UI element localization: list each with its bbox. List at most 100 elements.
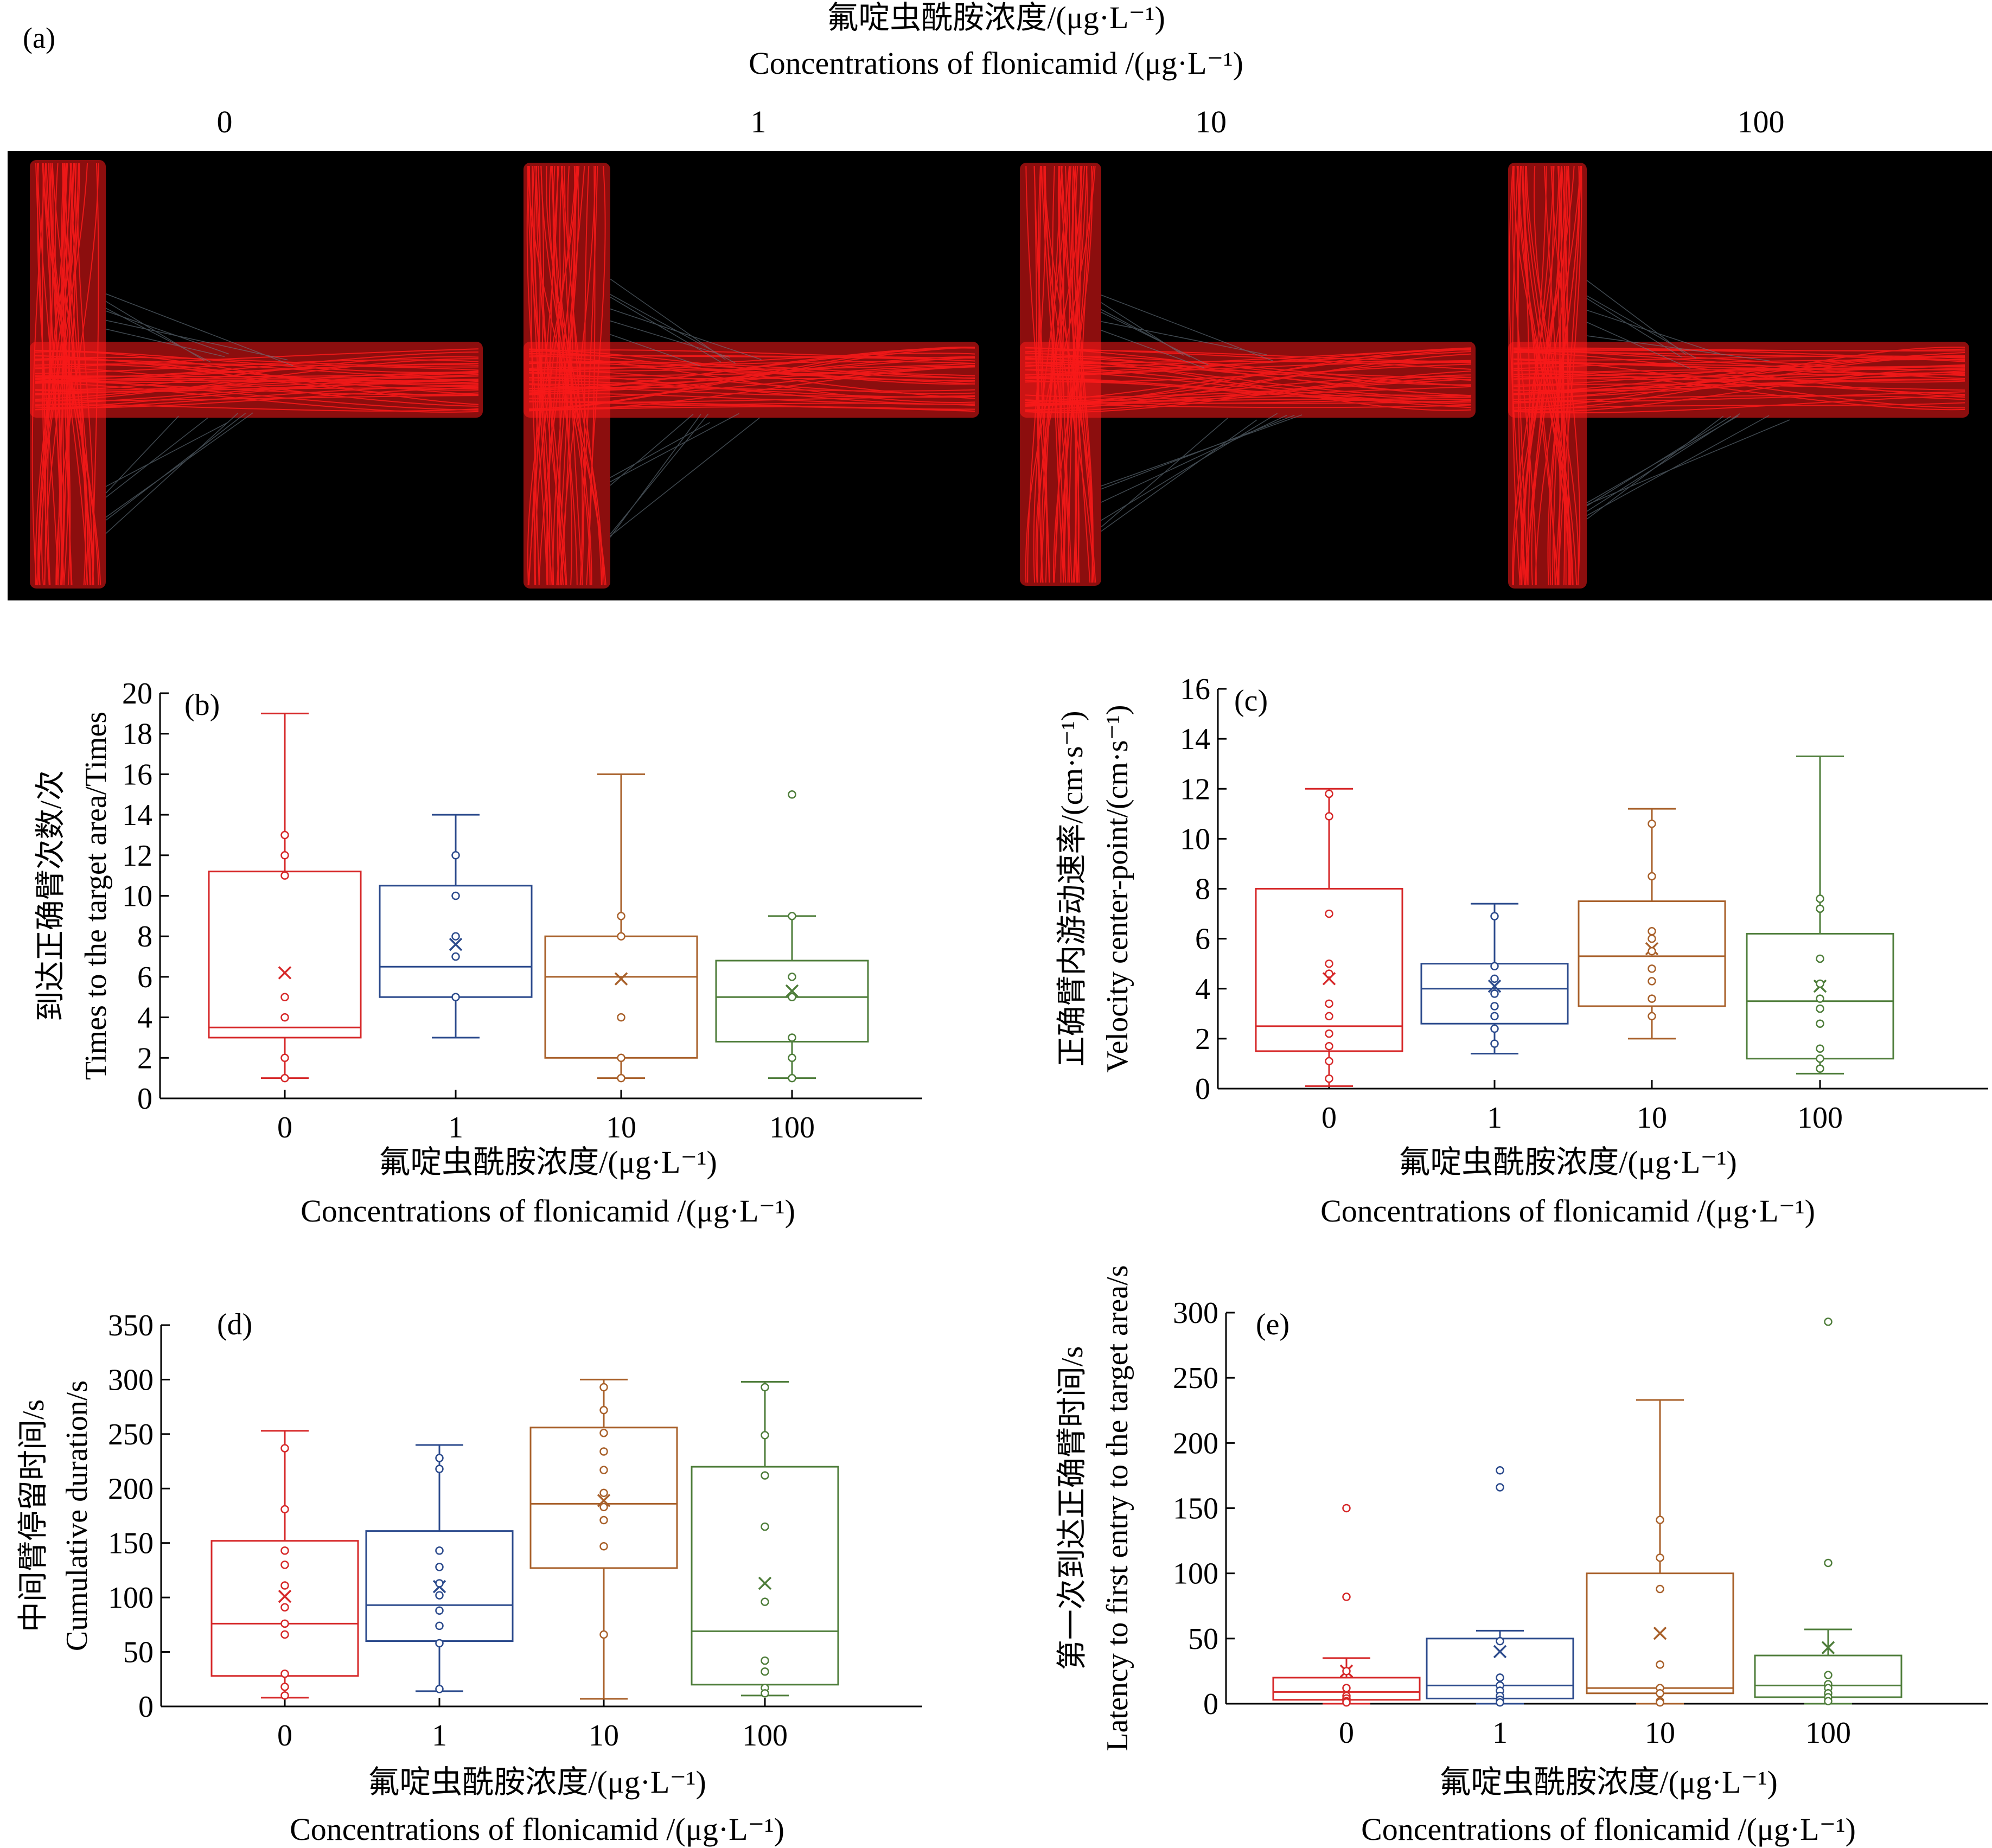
data-point: [1648, 872, 1656, 881]
data-point: [451, 952, 460, 961]
data-point: [1648, 947, 1656, 956]
data-point: [617, 1013, 625, 1022]
data-point: [617, 1073, 625, 1083]
data-point: [1816, 979, 1824, 988]
data-point: [1342, 1684, 1351, 1692]
data-point: [1816, 1054, 1824, 1063]
data-point: [1816, 904, 1824, 913]
panel-a-title-cn: 氟啶虫酰胺浓度/(μg·L⁻¹): [827, 0, 1165, 35]
data-point: [1816, 994, 1824, 1003]
data-point: [1656, 1584, 1664, 1594]
data-point: [451, 993, 460, 1001]
mean-marker: [278, 966, 292, 980]
data-point: [1490, 1024, 1499, 1033]
data-point: [1656, 1698, 1664, 1707]
data-point: [761, 1383, 769, 1392]
mean-marker: [597, 1494, 611, 1507]
data-point: [599, 1405, 608, 1415]
x-axis-title-cn: 氟啶虫酰胺浓度/(μg·L⁻¹): [1399, 1144, 1737, 1180]
data-point: [1496, 1636, 1504, 1646]
mean-marker: [785, 984, 799, 998]
data-point: [599, 1516, 608, 1525]
data-point: [1824, 1671, 1833, 1679]
data-point: [1325, 1029, 1333, 1038]
data-point: [280, 1619, 289, 1628]
box-iqr: [1578, 900, 1726, 1007]
track-lines: [1509, 165, 1965, 586]
data-point: [788, 973, 796, 981]
data-point: [1496, 1483, 1504, 1492]
data-point: [1816, 1044, 1824, 1053]
y-tick-label: 0: [138, 1690, 154, 1724]
tracking-image: [1508, 163, 1969, 589]
panel-e: 0 50 100 150 200 250 300 0 1 10 100 (e) 氟啶虫酰胺浓度/(μg·…: [1056, 1265, 1988, 1847]
data-point: [435, 1546, 444, 1555]
tracking-image: [30, 160, 483, 589]
data-point: [1325, 812, 1333, 821]
box-1: [1426, 1466, 1574, 1707]
panel-label: (c): [1234, 684, 1268, 718]
data-point: [599, 1630, 608, 1639]
data-point: [788, 1053, 796, 1063]
x-tick-label: 0: [1321, 1101, 1337, 1135]
y-tick-label: 200: [1173, 1427, 1218, 1460]
y-tick-label: 8: [137, 920, 152, 954]
box-100: [1746, 755, 1894, 1075]
panel-a: (a) 氟啶虫酰胺浓度/(μg·L⁻¹) Concentrations of f…: [8, 0, 1992, 600]
panel-b: 0 2 4 6 8 10 12 14 16 18 20 0 1 10 100 (b) 氟啶虫酰胺浓度/(μg·L…: [34, 677, 922, 1229]
x-tick-label: 10: [1645, 1716, 1675, 1750]
data-point: [435, 1563, 444, 1571]
box-10: [1586, 1399, 1734, 1707]
y-tick-label: 350: [108, 1309, 154, 1342]
data-point: [1325, 969, 1333, 978]
data-point: [1342, 1667, 1351, 1676]
track-lines: [526, 165, 975, 586]
panel-a-label: (a): [23, 22, 55, 54]
y-tick-label: 6: [1195, 923, 1210, 956]
data-point: [280, 1683, 289, 1691]
tracking-image: [523, 163, 979, 589]
data-point: [435, 1685, 444, 1693]
x-axis-title-cn: 氟啶虫酰胺浓度/(μg·L⁻¹): [379, 1144, 717, 1180]
y-tick-label: 12: [1180, 772, 1210, 806]
track-lines: [1025, 165, 1472, 583]
y-axis-title-en: Velocity center-point/(cm·s⁻¹): [1101, 705, 1134, 1072]
track-jump-lines: [105, 293, 293, 534]
panel-label: (d): [217, 1308, 252, 1341]
data-point: [761, 1522, 769, 1531]
box-0: [208, 712, 362, 1083]
data-point: [599, 1488, 608, 1498]
data-point: [280, 830, 289, 840]
y-axis-title-en: Latency to first entry to the target are…: [1101, 1265, 1134, 1751]
y-axis-title-cn: 第一次到达正确臂时间/s: [1056, 1346, 1089, 1670]
mean-marker: [758, 1576, 772, 1590]
data-point: [1496, 1466, 1504, 1475]
y-tick-label: 10: [122, 880, 152, 913]
y-tick-label: 0: [137, 1082, 152, 1116]
data-point: [435, 1579, 444, 1588]
y-tick-label: 0: [1203, 1687, 1218, 1721]
data-point: [451, 891, 460, 900]
data-point: [1325, 1057, 1333, 1066]
y-axis-title-cn: 中间臂停留时间/s: [17, 1399, 50, 1632]
data-point: [599, 1429, 608, 1437]
box-100: [1754, 1318, 1902, 1705]
box-iqr: [208, 871, 362, 1039]
y-axis-title-en: Times to the target area/Times: [79, 712, 113, 1080]
data-point: [280, 1073, 289, 1083]
y-axis-title-cn: 到达正确臂次数/次: [34, 770, 68, 1022]
y-tick-label: 300: [108, 1363, 154, 1397]
mean-marker: [278, 1589, 292, 1603]
data-point: [435, 1591, 444, 1600]
y-tick-label: 12: [122, 839, 152, 873]
data-point: [1490, 1039, 1499, 1048]
data-point: [599, 1447, 608, 1456]
data-point: [1656, 1553, 1664, 1562]
x-tick-label: 100: [1797, 1101, 1843, 1135]
panel-label: (b): [184, 688, 220, 722]
panel-d: 0 50 100 150 200 250 300 350 0 1 10 100 (d) 氟啶虫酰胺浓度/(…: [17, 1308, 922, 1847]
data-point: [1656, 1689, 1664, 1698]
data-point: [435, 1606, 444, 1615]
data-point: [1490, 1012, 1499, 1021]
box-iqr: [379, 885, 533, 998]
